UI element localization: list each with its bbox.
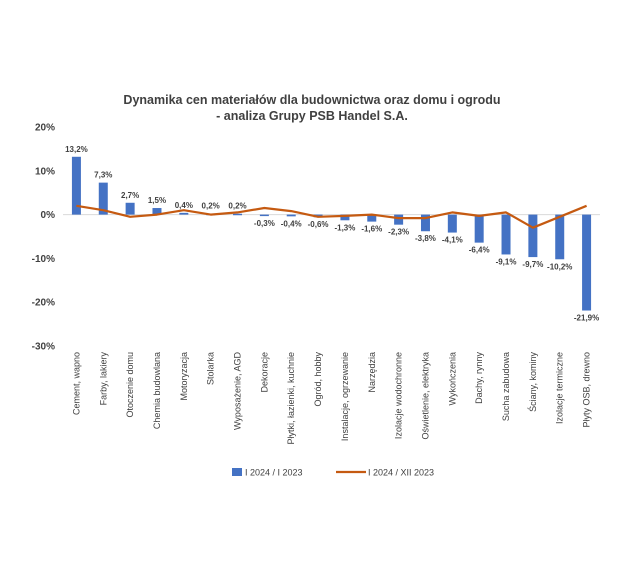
bar: [394, 214, 404, 225]
category-label: Motoryzacja: [179, 352, 189, 401]
data-label: 1,5%: [148, 196, 166, 205]
category-label: Oświetlenie, elektryka: [420, 352, 430, 440]
bar: [152, 208, 162, 215]
category-label: Ściany, kominy: [527, 352, 538, 412]
bar: [233, 213, 243, 216]
legend-bar-label: I 2024 / I 2023: [245, 468, 303, 478]
category-label: Izolacje termiczne: [555, 352, 565, 424]
bar: [555, 214, 565, 260]
legend-line-label: I 2024 / XII 2023: [368, 468, 434, 478]
data-label: -4,1%: [442, 236, 463, 245]
bar: [501, 214, 511, 255]
y-tick-label: -20%: [32, 298, 55, 309]
chart-card: [30, 80, 607, 490]
category-label: Sucha zabudowa: [501, 352, 511, 421]
chart-title-line2: - analiza Grupy PSB Handel S.A.: [216, 109, 408, 123]
y-tick-label: -30%: [32, 342, 55, 353]
data-label: 7,3%: [94, 171, 112, 180]
data-label: -9,7%: [522, 260, 543, 269]
data-label: -6,4%: [469, 246, 490, 255]
y-axis: 20% 10% 0% -10% -20% -30%: [32, 123, 55, 353]
category-label: Wykończenia: [447, 352, 457, 405]
category-label: Narzędzia: [367, 352, 377, 393]
bar: [367, 214, 377, 222]
category-label: Płyty OSB, drewno: [582, 352, 592, 428]
bar: [259, 214, 269, 217]
y-tick-label: 0%: [41, 210, 56, 221]
category-label: Wyposażenie, AGD: [233, 352, 243, 430]
bar: [286, 214, 296, 217]
category-label: Płytki, łazienki, kuchnie: [286, 352, 296, 445]
data-label: 0,2%: [202, 202, 220, 211]
bar: [98, 182, 108, 215]
bar: [582, 214, 592, 311]
data-label: -21,9%: [574, 314, 599, 323]
category-label: Chemia budowlana: [152, 352, 162, 429]
data-label: -10,2%: [547, 262, 572, 271]
bar: [528, 214, 538, 258]
bar-series: [71, 156, 592, 311]
data-label: 2,7%: [121, 191, 139, 200]
data-label: 0,2%: [228, 202, 246, 211]
bar: [340, 214, 350, 221]
category-label: Dachy, rynny: [474, 352, 484, 404]
chart-title-line1: Dynamika cen materiałów dla budownictwa …: [123, 93, 501, 107]
data-label: 0,4%: [175, 201, 193, 210]
bar: [420, 214, 430, 232]
bar: [125, 202, 135, 215]
category-label: Instalacje, ogrzewanie: [340, 352, 350, 441]
bar: [71, 156, 81, 215]
data-label: -0,6%: [308, 220, 329, 229]
legend: I 2024 / I 2023 I 2024 / XII 2023: [232, 468, 434, 478]
line-path: [76, 204, 588, 229]
category-label: Ogród, hobby: [313, 352, 323, 407]
category-label: Cement, wapno: [71, 352, 81, 415]
data-label: -1,6%: [361, 225, 382, 234]
y-tick-label: 10%: [35, 166, 55, 177]
data-label: -9,1%: [496, 257, 517, 266]
category-label: Farby, lakiery: [98, 352, 108, 406]
chart-title: Dynamika cen materiałów dla budownictwa …: [0, 92, 624, 124]
data-label: -1,3%: [334, 223, 355, 232]
category-label: Stolarka: [206, 352, 216, 385]
legend-bar-swatch: [232, 468, 242, 476]
data-label: -3,8%: [415, 234, 436, 243]
line-series: [76, 204, 588, 229]
y-tick-label: 20%: [35, 123, 55, 134]
bar: [447, 214, 457, 233]
category-label: Izolacje wodochronne: [394, 352, 404, 439]
y-tick-label: -10%: [32, 254, 55, 265]
data-labels: 13,2%7,3%2,7%1,5%0,4% 0,2% 0,2%-0,3% -0,4% -…: [65, 145, 599, 323]
x-axis-labels: Cement, wapno Farby, lakiery Otoczenie dom…: [71, 352, 591, 445]
category-label: Dekoracje: [259, 352, 269, 393]
bar: [179, 212, 189, 215]
data-label: 13,2%: [65, 145, 88, 154]
data-label: -0,3%: [254, 219, 275, 228]
data-label: -2,3%: [388, 228, 409, 237]
bar: [474, 214, 484, 243]
data-label: -0,4%: [281, 219, 302, 228]
category-label: Otoczenie domu: [125, 352, 135, 418]
